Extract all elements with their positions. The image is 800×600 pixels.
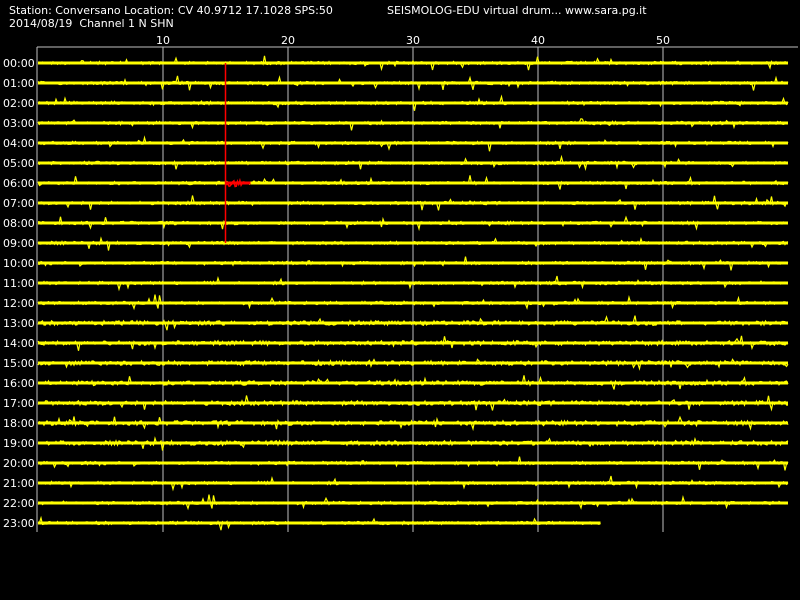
- event-marker: [224, 63, 251, 243]
- hour-row-label: 13:00: [3, 317, 35, 330]
- minute-tick-label: 50: [656, 34, 670, 47]
- hour-row-label: 10:00: [3, 257, 35, 270]
- hour-row-label: 05:00: [3, 157, 35, 170]
- station-info: Station: Conversano Location: CV 40.9712…: [9, 4, 333, 17]
- hour-row-label: 06:00: [3, 177, 35, 190]
- hour-row-label: 11:00: [3, 277, 35, 290]
- minute-tick-label: 10: [156, 34, 170, 47]
- hour-row-label: 00:00: [3, 57, 35, 70]
- hour-row-label: 04:00: [3, 137, 35, 150]
- hour-row-label: 16:00: [3, 377, 35, 390]
- minute-tick-label: 20: [281, 34, 295, 47]
- minute-tick-label: 30: [406, 34, 420, 47]
- seismic-traces: [37, 55, 789, 531]
- hour-row-label: 23:00: [3, 517, 35, 530]
- hour-row-label: 12:00: [3, 297, 35, 310]
- hour-row-label: 22:00: [3, 497, 35, 510]
- drum-grid: [36, 46, 798, 532]
- minute-tick-label: 40: [531, 34, 545, 47]
- hour-row-label: 08:00: [3, 217, 35, 230]
- hour-row-label: 01:00: [3, 77, 35, 90]
- hour-row-label: 21:00: [3, 477, 35, 490]
- hour-row-label: 18:00: [3, 417, 35, 430]
- event-burst: [224, 177, 250, 188]
- hour-row-label: 03:00: [3, 117, 35, 130]
- hour-rows: 00:00 01:00 02:00 03:00 04:00 05:00 06:00 07:00…: [3, 57, 35, 530]
- hour-row-label: 19:00: [3, 437, 35, 450]
- hour-row-label: 15:00: [3, 357, 35, 370]
- hour-row-label: 17:00: [3, 397, 35, 410]
- hour-row-label: 14:00: [3, 337, 35, 350]
- hour-row-label: 07:00: [3, 197, 35, 210]
- source-info: SEISMOLOG-EDU virtual drum... www.sara.p…: [387, 4, 647, 17]
- date-channel-info: 2014/08/19 Channel 1 N SHN: [9, 17, 174, 30]
- hour-row-label: 02:00: [3, 97, 35, 110]
- minute-tick-labels: 10 20 30 40 50: [156, 34, 670, 47]
- hour-row-label: 20:00: [3, 457, 35, 470]
- hour-row-label: 09:00: [3, 237, 35, 250]
